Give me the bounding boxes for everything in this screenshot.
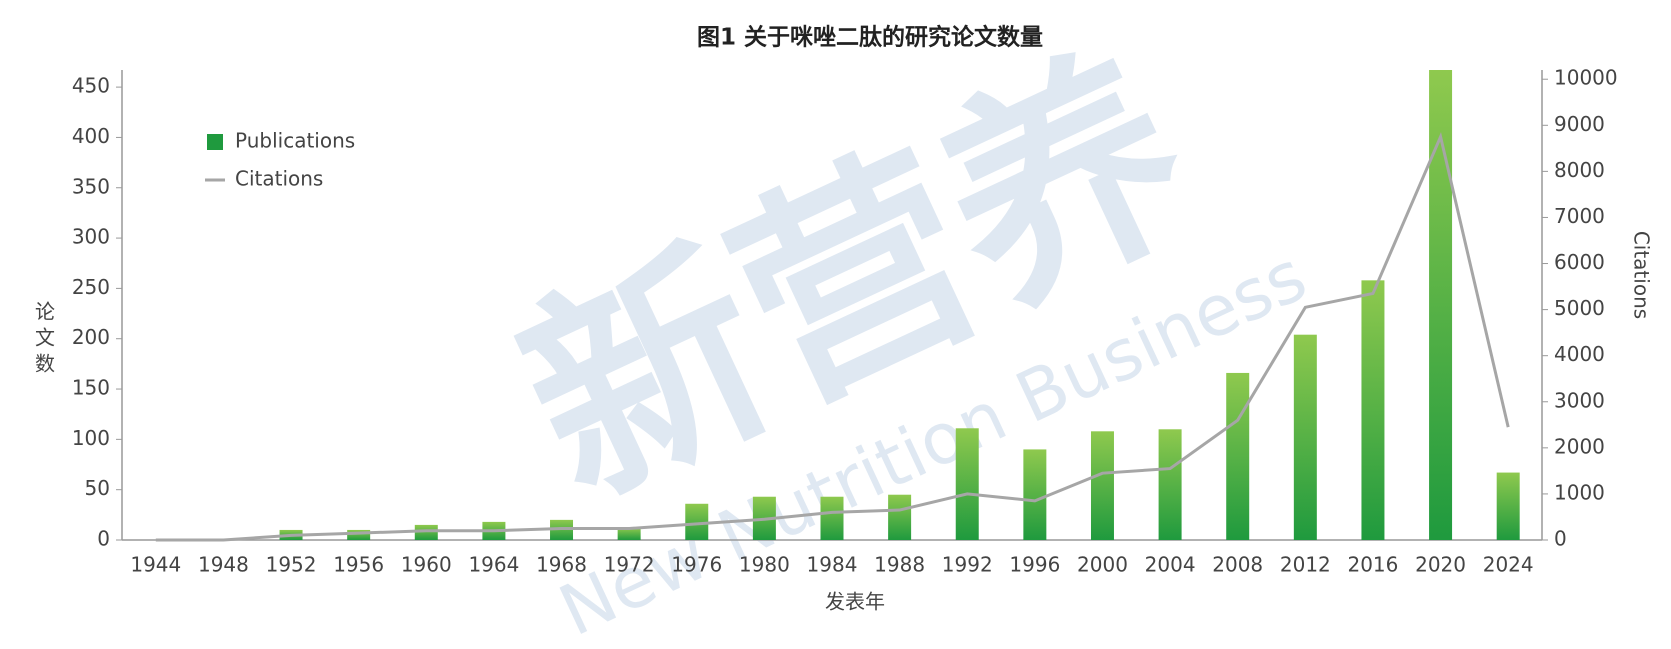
y2-tick-label: 9000 [1554,112,1605,136]
x-tick-label: 1952 [266,553,317,577]
bar [1361,280,1385,540]
x-tick-label: 2004 [1145,553,1196,577]
bar [888,494,912,540]
y2-tick-label: 0 [1554,527,1567,551]
y2-tick-label: 10000 [1554,66,1618,90]
y-tick-label: 250 [72,275,110,299]
x-tick-label: 1984 [807,553,858,577]
legend-label: Citations [235,167,323,191]
x-tick-label: 1944 [130,553,181,577]
legend-label: Publications [235,129,355,153]
y-tick-label: 400 [72,124,110,148]
x-tick-label: 1948 [198,553,249,577]
x-tick-label: 2024 [1483,553,1534,577]
bar [1226,372,1250,540]
bar [347,529,371,540]
y-tick-label: 200 [72,325,110,349]
x-tick-label: 1988 [874,553,925,577]
x-tick-label: 1976 [671,553,722,577]
x-tick-label: 1964 [468,553,519,577]
y2-tick-label: 1000 [1554,480,1605,504]
x-tick-label: 1968 [536,553,587,577]
x-tick-label: 1980 [739,553,790,577]
x-tick-label: 2000 [1077,553,1128,577]
bar [955,428,979,540]
x-tick-label: 1972 [604,553,655,577]
y2-tick-label: 6000 [1554,250,1605,274]
bar [685,503,709,540]
x-tick-label: 2008 [1212,553,1263,577]
chart-title: 图1 关于咪唑二肽的研究论文数量 [697,24,1043,51]
y-tick-label: 350 [72,174,110,198]
y-tick-label: 0 [97,527,110,551]
bar [617,527,641,540]
bar [1023,449,1047,540]
y2-tick-label: 8000 [1554,158,1605,182]
bar [1429,70,1453,540]
bar [1293,334,1317,540]
y-axis-label: 论文数 [32,301,56,379]
y2-axis-label: Citations [1630,231,1654,319]
y-tick-label: 300 [72,225,110,249]
y2-tick-label: 3000 [1554,388,1605,412]
y-tick-label: 150 [72,376,110,400]
y-tick-label: 50 [85,476,110,500]
x-tick-label: 1996 [1009,553,1060,577]
x-tick-label: 1992 [942,553,993,577]
y2-tick-label: 4000 [1554,342,1605,366]
line [155,132,1510,542]
legend-swatch [207,134,223,150]
bar [414,524,438,540]
x-tick-label: 2012 [1280,553,1331,577]
y2-tick-label: 2000 [1554,434,1605,458]
x-axis-label: 发表年 [825,590,885,614]
y2-tick-label: 5000 [1554,296,1605,320]
y-tick-label: 450 [72,74,110,98]
x-tick-label: 2020 [1415,553,1466,577]
bar [1158,429,1182,540]
bar [1090,431,1114,540]
x-tick-label: 1960 [401,553,452,577]
x-tick-label: 2016 [1347,553,1398,577]
bar [1496,472,1520,540]
y2-tick-label: 7000 [1554,204,1605,228]
x-tick-label: 1956 [333,553,384,577]
y-tick-label: 100 [72,426,110,450]
bar [820,496,844,540]
